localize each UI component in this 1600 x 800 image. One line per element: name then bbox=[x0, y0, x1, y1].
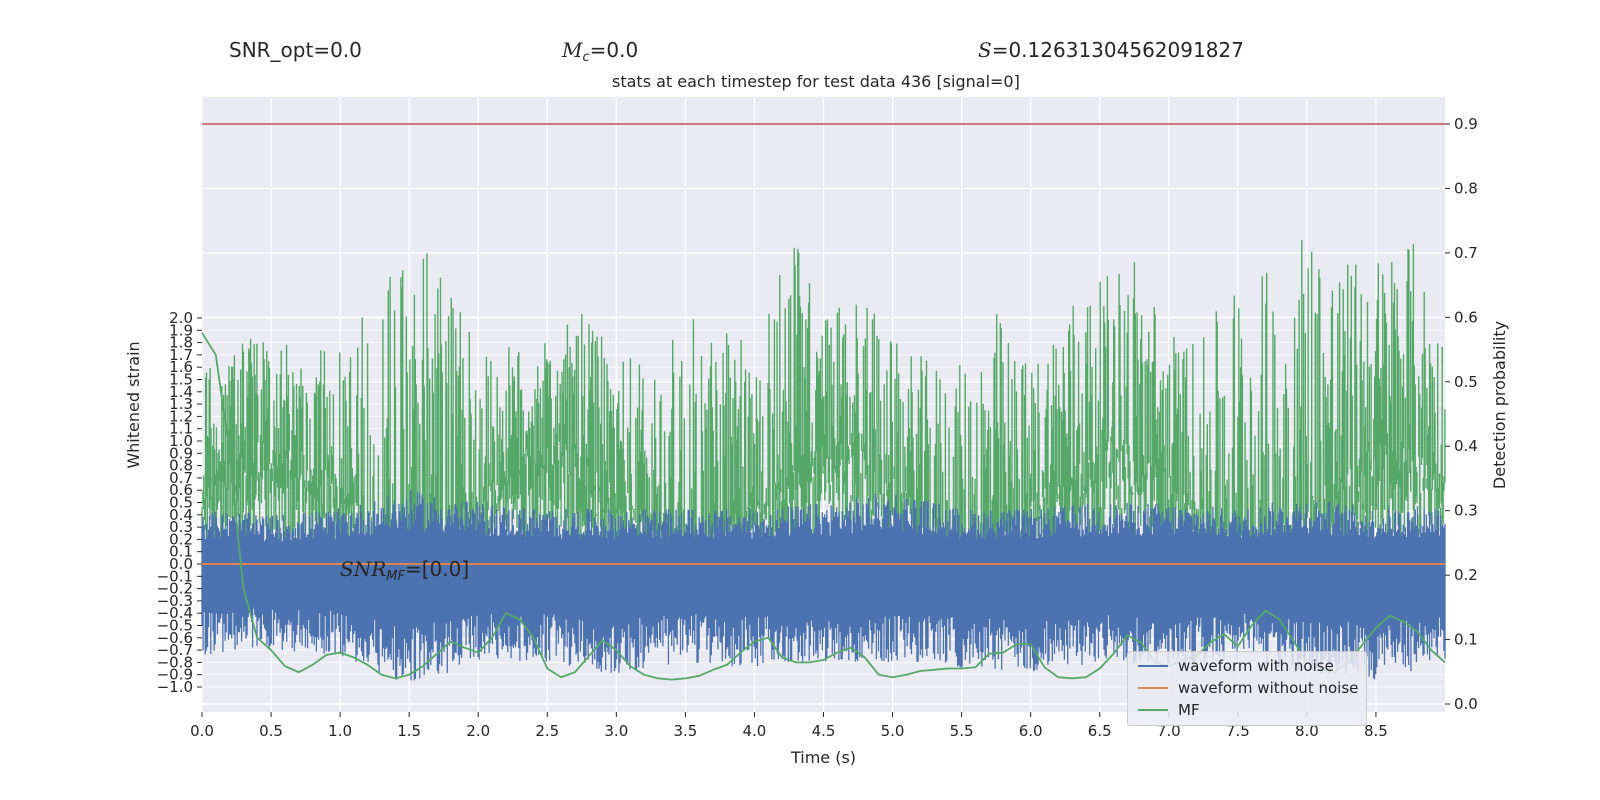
y-left-tick-label: 0.1 bbox=[169, 543, 193, 561]
x-tick-label: 3.5 bbox=[673, 722, 697, 740]
x-tick-label: 4.5 bbox=[812, 722, 836, 740]
x-axis-label: Time (s) bbox=[790, 748, 856, 767]
y-left-tick-label: 0.8 bbox=[169, 457, 193, 475]
snr-mf-subscript: MF bbox=[386, 569, 405, 584]
snr-mf-annotation: SNRMF=[0.0] bbox=[340, 557, 469, 584]
y-left-tick-label: 0.3 bbox=[169, 518, 193, 536]
chirp-mass-text: Mc=0.0 bbox=[562, 38, 638, 65]
y-right-tick-label: 0.1 bbox=[1454, 631, 1478, 649]
y-left-tick-label: 1.6 bbox=[169, 358, 193, 376]
y-right-tick-label: 0.7 bbox=[1454, 244, 1478, 262]
y-right-tick-label: 0.8 bbox=[1454, 179, 1478, 197]
legend-item-noise: waveform with noise bbox=[1138, 655, 1334, 677]
x-tick-label: 0.5 bbox=[259, 722, 283, 740]
y-left-tick-label: −0.2 bbox=[157, 580, 193, 598]
y-left-tick-label: 1.2 bbox=[169, 407, 193, 425]
y-left-tick-label: 0.0 bbox=[169, 555, 193, 573]
x-tick-label: 4.0 bbox=[743, 722, 767, 740]
legend-label-clean: waveform without noise bbox=[1178, 679, 1359, 697]
y-left-tick-label: 1.0 bbox=[169, 432, 193, 450]
x-tick-label: 7.0 bbox=[1157, 722, 1181, 740]
y-right-tick-label: 0.0 bbox=[1454, 695, 1478, 713]
chart-title: stats at each timestep for test data 436… bbox=[612, 72, 1020, 91]
mf-line bbox=[201, 332, 1446, 681]
y-left-tick-label: 0.9 bbox=[169, 444, 193, 462]
snr-mf-value: =[0.0] bbox=[404, 557, 470, 581]
y-left-tick-label: 0.6 bbox=[169, 481, 193, 499]
y-left-tick-label: 1.8 bbox=[169, 334, 193, 352]
y-left-tick-label: 1.4 bbox=[169, 383, 193, 401]
y-left-tick-label: −0.6 bbox=[157, 629, 193, 647]
s-stat-value: =0.12631304562091827 bbox=[991, 38, 1244, 62]
y-left-tick-label: 0.7 bbox=[169, 469, 193, 487]
x-tick-label: 5.5 bbox=[950, 722, 974, 740]
y-right-tick-label: 0.6 bbox=[1454, 308, 1478, 326]
x-tick-label: 1.5 bbox=[397, 722, 421, 740]
y-left-tick-label: −0.9 bbox=[157, 666, 193, 684]
x-tick-label: 5.0 bbox=[881, 722, 905, 740]
legend-label-mf: MF bbox=[1178, 701, 1200, 719]
y-left-tick-label: −0.4 bbox=[157, 604, 193, 622]
snr-opt-text: SNR_opt=0.0 bbox=[229, 38, 362, 62]
y-left-axis-label: Whitened strain bbox=[124, 341, 143, 468]
y-left-tick-label: 1.7 bbox=[169, 346, 193, 364]
x-tick-label: 6.0 bbox=[1019, 722, 1043, 740]
y-left-tick-label: −0.1 bbox=[157, 567, 193, 585]
x-tick-label: 0.0 bbox=[190, 722, 214, 740]
y-left-tick-label: 0.4 bbox=[169, 506, 193, 524]
x-tick-label: 8.5 bbox=[1364, 722, 1388, 740]
chart-legend: waveform with noise waveform without noi… bbox=[1127, 651, 1367, 726]
y-left-tick-label: −0.7 bbox=[157, 641, 193, 659]
y-right-axis-ticks: 0.9 0.8 0.7 0.6 0.5 0.4 0.3 0.2 0.1 0.0 bbox=[1445, 115, 1478, 713]
y-left-tick-label: 1.1 bbox=[169, 420, 193, 438]
y-left-tick-label: −0.3 bbox=[157, 592, 193, 610]
legend-swatch-noise bbox=[1138, 665, 1168, 667]
x-tick-label: 2.5 bbox=[535, 722, 559, 740]
legend-swatch-mf bbox=[1138, 709, 1168, 711]
chirp-mass-value: =0.0 bbox=[589, 38, 639, 62]
x-tick-label: 7.5 bbox=[1226, 722, 1250, 740]
y-left-tick-label: −1.0 bbox=[157, 678, 193, 696]
x-tick-label: 3.0 bbox=[604, 722, 628, 740]
y-right-tick-label: 0.3 bbox=[1454, 502, 1478, 520]
s-stat-symbol: S bbox=[978, 38, 992, 62]
mf-series bbox=[201, 332, 1446, 681]
y-left-tick-label: 2.0 bbox=[169, 309, 193, 327]
y-left-tick-label: 1.5 bbox=[169, 371, 193, 389]
snr-mf-symbol: SNR bbox=[340, 557, 387, 581]
s-stat-text: S=0.12631304562091827 bbox=[978, 38, 1244, 62]
y-left-tick-label: −0.8 bbox=[157, 653, 193, 671]
x-tick-label: 6.5 bbox=[1088, 722, 1112, 740]
y-right-tick-label: 0.5 bbox=[1454, 373, 1478, 391]
x-tick-label: 8.0 bbox=[1295, 722, 1319, 740]
y-right-tick-label: 0.2 bbox=[1454, 566, 1478, 584]
chirp-mass-symbol: M bbox=[562, 38, 583, 62]
y-left-tick-label: −0.5 bbox=[157, 617, 193, 635]
y-left-tick-label: 1.9 bbox=[169, 321, 193, 339]
x-tick-label: 1.0 bbox=[328, 722, 352, 740]
legend-item-clean: waveform without noise bbox=[1138, 677, 1358, 699]
legend-swatch-clean bbox=[1138, 687, 1168, 689]
legend-item-mf: MF bbox=[1138, 699, 1200, 721]
chirp-mass-subscript: c bbox=[582, 50, 590, 65]
y-left-tick-label: 0.2 bbox=[169, 530, 193, 548]
y-left-tick-label: 0.5 bbox=[169, 494, 193, 512]
y-left-tick-label: 1.3 bbox=[169, 395, 193, 413]
y-right-tick-label: 0.4 bbox=[1454, 437, 1478, 455]
x-axis-ticks: 0.0 0.5 1.0 1.5 2.0 2.5 3.0 3.5 4.0 4.5 5.0 5.5 6.0 6… bbox=[190, 712, 1388, 740]
legend-label-noise: waveform with noise bbox=[1178, 657, 1334, 675]
x-tick-label: 2.0 bbox=[466, 722, 490, 740]
y-right-axis-label: Detection probability bbox=[1490, 321, 1509, 489]
y-left-axis-ticks: 2.01.91.81.71.61.51.41.31.21.11.00.90.80… bbox=[157, 309, 202, 696]
y-right-tick-label: 0.9 bbox=[1454, 115, 1478, 133]
